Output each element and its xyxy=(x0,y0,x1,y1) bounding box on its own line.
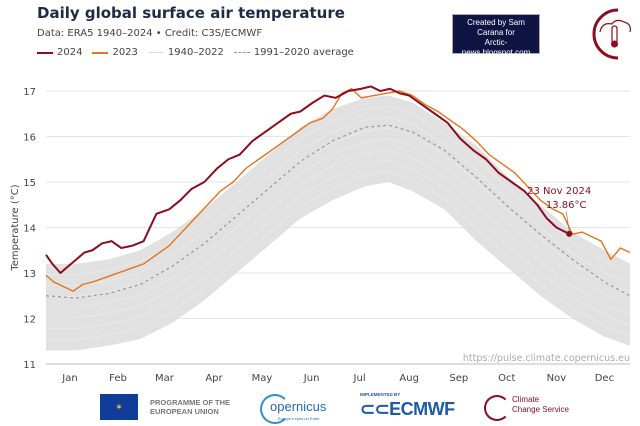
x-tick-label: Nov xyxy=(547,373,567,384)
historic-line xyxy=(46,116,631,286)
y-tick-label: 13 xyxy=(23,269,36,280)
legend-2023[interactable]: 2023 xyxy=(92,47,138,58)
copernicus-logo-icon xyxy=(260,394,290,424)
x-tick-label: Jan xyxy=(61,373,77,384)
x-tick-label: Oct xyxy=(498,373,515,384)
eu-programme-label: PROGRAMME OF THE EUROPEAN UNION xyxy=(150,398,230,416)
y-tick-label: 12 xyxy=(23,315,36,326)
c3s-logo-icon xyxy=(592,8,631,60)
x-tick-label: Feb xyxy=(109,373,127,384)
historic-line xyxy=(46,149,631,319)
y-tick-label: 14 xyxy=(23,224,36,235)
annotation-point xyxy=(566,230,573,237)
attribution-box: Created by Sam Carana for Arctic-news.bl… xyxy=(452,14,540,67)
y-tick-label: 17 xyxy=(23,87,36,98)
historic-line xyxy=(46,170,631,340)
series-line-y2024 xyxy=(45,85,570,274)
x-tick-label: Sep xyxy=(449,373,468,384)
historic-line xyxy=(46,138,631,308)
y-axis-label: Temperature (°C) xyxy=(10,184,21,271)
y-tick-label: 15 xyxy=(23,178,36,189)
x-tick-label: Jul xyxy=(353,373,366,384)
ecmwf-symbol-icon: ⊂⊂ xyxy=(360,399,390,419)
x-tick-label: Jun xyxy=(303,373,320,384)
x-tick-label: May xyxy=(252,373,273,384)
annotation-leader xyxy=(565,211,570,231)
annotation-date: 23 Nov 2024 xyxy=(527,186,591,197)
ecmwf-logo: ⊂⊂ECMWF xyxy=(360,399,455,419)
x-tick-label: Apr xyxy=(205,373,223,384)
legend-historic[interactable]: 1940–2022 xyxy=(147,47,224,58)
legend-average[interactable]: 1991–2020 average xyxy=(233,47,354,58)
chart-title: Daily global surface air temperature xyxy=(37,4,345,22)
legend: 2024 2023 1940–2022 1991–2020 average xyxy=(37,47,354,58)
chart-subtitle: Data: ERA5 1940–2024 • Credit: C3S/ECMWF xyxy=(37,28,263,39)
legend-2024[interactable]: 2024 xyxy=(37,47,82,58)
source-url: https://pulse.climate.copernicus.eu xyxy=(463,353,630,364)
footer-logos: ✶ PROGRAMME OF THE EUROPEAN UNION operni… xyxy=(0,392,640,426)
x-tick-label: Aug xyxy=(399,373,419,384)
x-tick-label: Dec xyxy=(595,373,614,384)
y-tick-label: 16 xyxy=(23,133,36,144)
y-tick-label: 11 xyxy=(23,360,36,371)
eu-flag-icon: ✶ xyxy=(100,394,138,420)
historic-line xyxy=(46,106,631,276)
copernicus-logo-text: opernicus xyxy=(270,399,327,414)
historic-line xyxy=(46,127,631,297)
chart: 11 12 13 14 15 16 17 Temperature (°C) Jan Feb Mar A… xyxy=(10,85,631,384)
annotation-value: 13.86°C xyxy=(546,200,587,211)
x-tick-label: Mar xyxy=(155,373,175,384)
historic-line xyxy=(46,160,631,330)
series-line-y2023 xyxy=(45,88,631,292)
c3s-small-logo-icon xyxy=(484,395,510,421)
series-line-average xyxy=(45,124,631,299)
historic-envelope xyxy=(46,95,630,351)
